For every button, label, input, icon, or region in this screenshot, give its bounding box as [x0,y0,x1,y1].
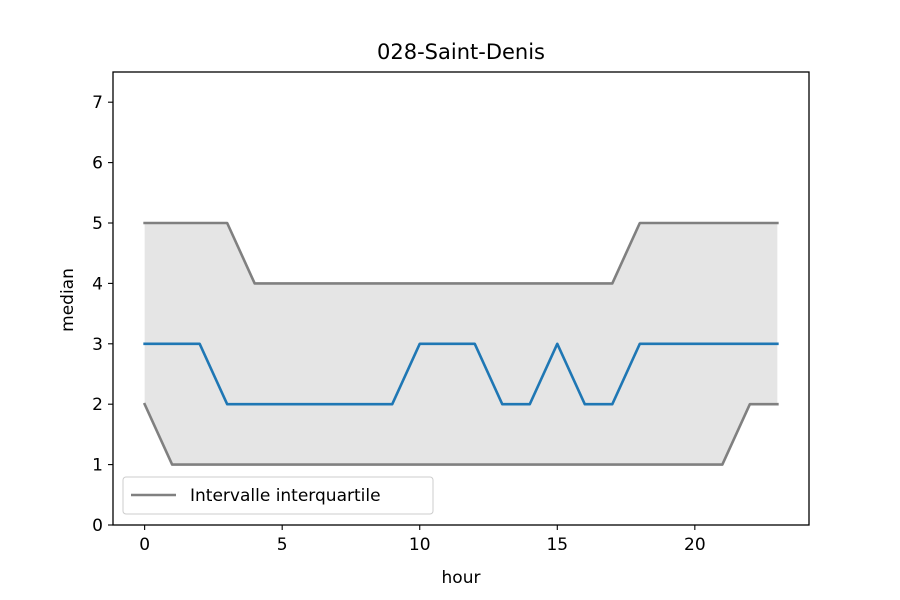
y-tick-label: 7 [92,93,103,113]
q3-line [143,221,779,285]
median-line [143,342,779,406]
y-tick-label: 5 [92,214,103,234]
q1-line [142,402,779,466]
x-axis-label: hour [442,568,481,588]
y-axis-label: median [58,268,78,332]
y-tick-label: 6 [92,154,103,174]
x-tick-label: 10 [409,535,431,555]
plot-area [142,221,779,466]
axes: 0 5 10 15 20 0 1 2 3 4 5 6 7 [92,71,810,555]
legend: Intervalle interquartile [122,476,434,515]
y-tick-label: 4 [92,274,103,294]
y-tick-label: 1 [92,456,103,476]
legend-box [122,476,434,515]
x-tick-label: 20 [684,535,706,555]
chart-title: 028-Saint-Denis [377,40,545,64]
legend-label: Intervalle interquartile [190,486,381,506]
x-tick-label: 0 [139,535,150,555]
plot-frame [112,71,810,526]
y-tick-label: 0 [92,516,103,536]
x-tick-label: 15 [546,535,568,555]
x-tick-label: 5 [277,535,288,555]
y-tick-label: 2 [92,395,103,415]
y-tick-label: 3 [92,335,103,355]
